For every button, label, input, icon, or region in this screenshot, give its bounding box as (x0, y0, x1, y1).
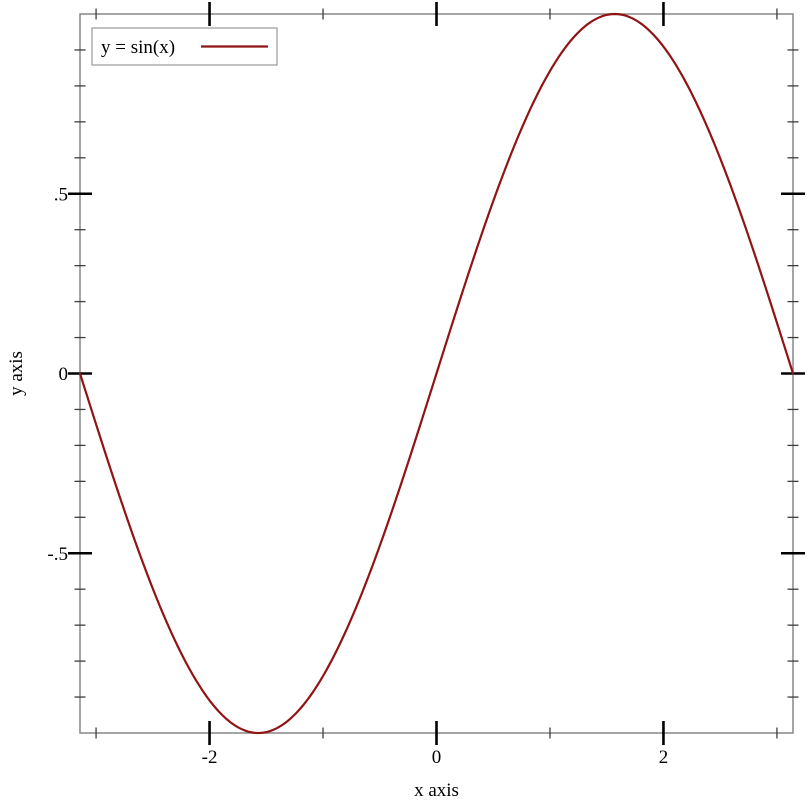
x-tick-label: 0 (432, 747, 442, 768)
x-axis-label: x axis (414, 780, 459, 801)
legend-label: y = sin(x) (101, 37, 175, 58)
y-tick-label: .5 (54, 184, 68, 205)
legend: y = sin(x) (91, 27, 278, 66)
x-tick-label: -2 (202, 747, 218, 768)
tick-marks (68, 2, 805, 745)
y-tick-label: 0 (59, 364, 69, 385)
x-tick-label: 2 (659, 747, 669, 768)
tick-labels: -2 0 2 .5 0 -.5 (47, 184, 668, 768)
y-tick-label: -.5 (47, 544, 68, 565)
sine-curve (78, 12, 795, 735)
y-axis-label: y axis (6, 351, 27, 396)
